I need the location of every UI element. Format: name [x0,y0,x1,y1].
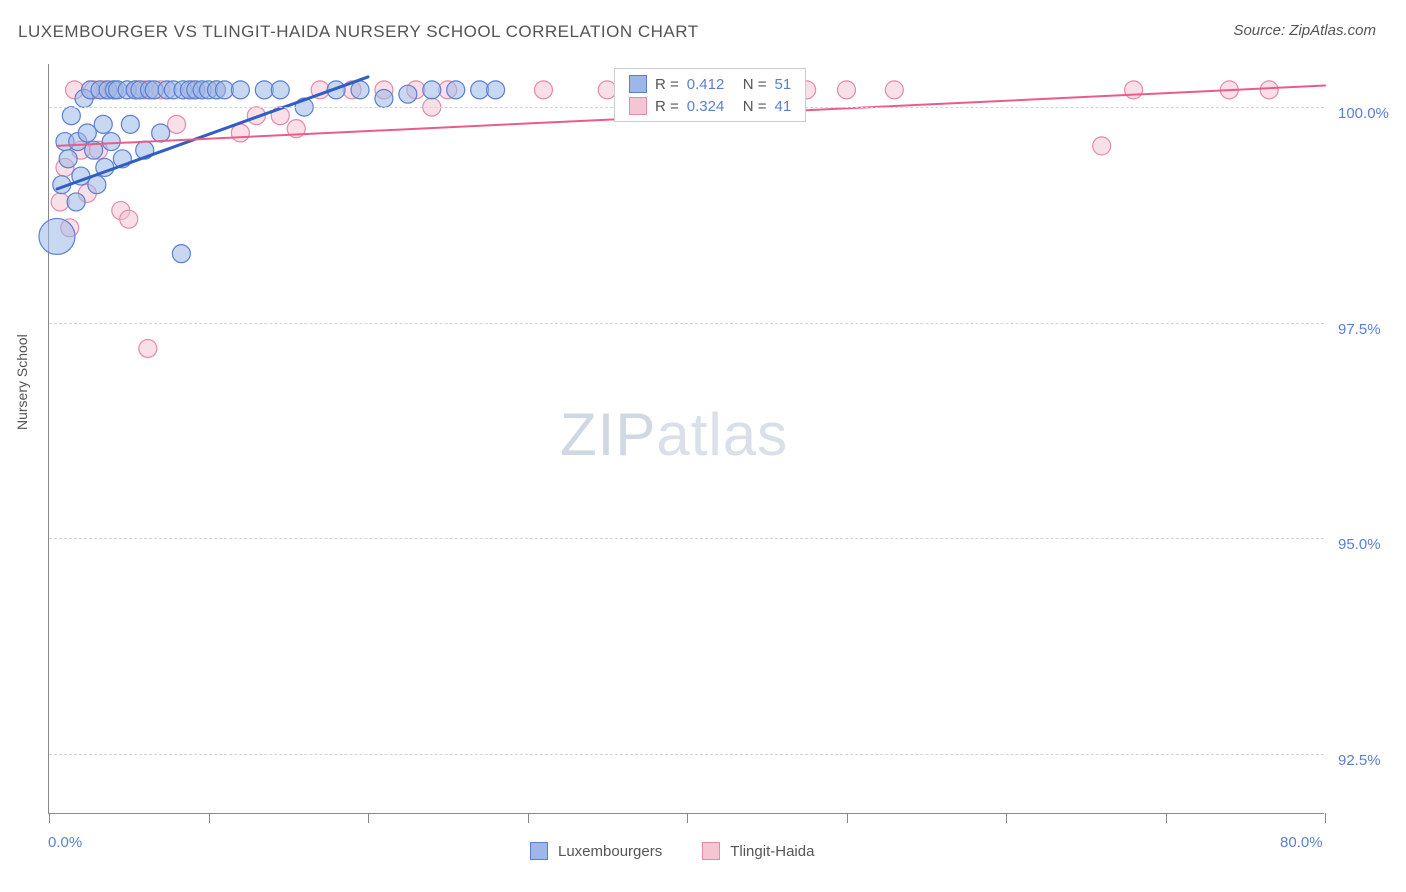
stats-row-tlingit: R = 0.324 N = 41 [629,97,791,115]
data-point [139,339,157,357]
x-tick [847,813,848,823]
data-point [231,81,249,99]
x-tick-label: 0.0% [48,834,82,851]
data-point [271,81,289,99]
r-value-tlingit: 0.324 [687,98,735,115]
data-point [172,245,190,263]
data-point [59,150,77,168]
stats-row-luxembourgers: R = 0.412 N = 51 [629,75,791,93]
r-label: R = [655,76,679,93]
y-axis-label: Nursery School [14,334,30,430]
y-tick-label: 92.5% [1338,752,1381,769]
data-point [39,218,75,254]
chart-title: LUXEMBOURGER VS TLINGIT-HAIDA NURSERY SC… [18,22,699,42]
y-tick-label: 95.0% [1338,536,1381,553]
data-point [534,81,552,99]
data-point [885,81,903,99]
data-point [102,133,120,151]
data-point [51,193,69,211]
gridline-h [49,538,1324,539]
x-tick [209,813,210,823]
data-point [375,89,393,107]
data-point [67,193,85,211]
data-point [1260,81,1278,99]
data-point [838,81,856,99]
data-point [1125,81,1143,99]
x-tick [528,813,529,823]
plot-area [48,64,1324,814]
data-point [62,107,80,125]
n-value-tlingit: 41 [775,98,792,115]
data-point [487,81,505,99]
legend-item-tlingit: Tlingit-Haida [702,842,814,860]
swatch-luxembourgers-icon [530,842,548,860]
data-point [78,124,96,142]
swatch-tlingit-icon [702,842,720,860]
source-attribution: Source: ZipAtlas.com [1233,22,1376,39]
data-point [447,81,465,99]
data-point [120,210,138,228]
y-tick-label: 100.0% [1338,105,1389,122]
data-point [1093,137,1111,155]
x-tick-label: 80.0% [1280,834,1323,851]
legend-item-luxembourgers: Luxembourgers [530,842,662,860]
stats-legend: R = 0.412 N = 51 R = 0.324 N = 41 [614,68,806,122]
x-tick [1166,813,1167,823]
n-label: N = [743,98,767,115]
data-point [399,85,417,103]
swatch-luxembourgers [629,75,647,93]
data-point [94,115,112,133]
data-point [255,81,273,99]
n-value-luxembourgers: 51 [775,76,792,93]
data-point [121,115,139,133]
x-tick [49,813,50,823]
gridline-h [49,754,1324,755]
gridline-h [49,323,1324,324]
data-point [423,81,441,99]
legend-label-tlingit: Tlingit-Haida [730,843,814,860]
legend-label-luxembourgers: Luxembourgers [558,843,662,860]
x-tick [687,813,688,823]
x-tick [1006,813,1007,823]
r-value-luxembourgers: 0.412 [687,76,735,93]
n-label: N = [743,76,767,93]
x-tick [1325,813,1326,823]
data-point [168,115,186,133]
data-point [215,81,233,99]
series-legend: Luxembourgers Tlingit-Haida [530,842,814,860]
r-label: R = [655,98,679,115]
data-point [152,124,170,142]
swatch-tlingit [629,97,647,115]
y-tick-label: 97.5% [1338,321,1381,338]
data-point [471,81,489,99]
chart-svg [49,64,1324,813]
x-tick [368,813,369,823]
